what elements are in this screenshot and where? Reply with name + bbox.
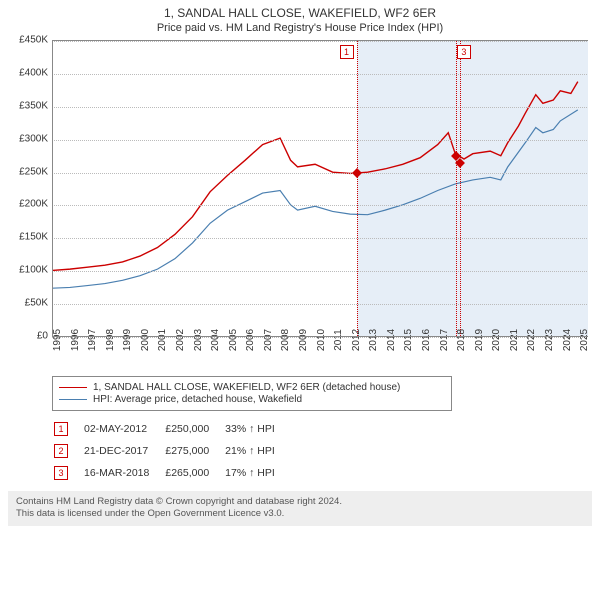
x-tick-label: 1998	[105, 329, 116, 351]
legend-item: HPI: Average price, detached house, Wake…	[59, 394, 445, 405]
y-axis	[52, 40, 53, 336]
x-tick-label: 2024	[562, 329, 573, 351]
sale-delta: 33% ↑ HPI	[225, 419, 289, 439]
y-tick-label: £50K	[8, 298, 48, 309]
sale-date: 21-DEC-2017	[84, 441, 163, 461]
legend-item: 1, SANDAL HALL CLOSE, WAKEFIELD, WF2 6ER…	[59, 382, 445, 393]
table-row: 2 21-DEC-2017£275,00021% ↑ HPI	[54, 441, 289, 461]
sale-line-1	[357, 41, 358, 336]
gridline	[52, 238, 587, 239]
gridline	[52, 74, 587, 75]
x-tick-label: 2022	[526, 329, 537, 351]
gridline	[52, 205, 587, 206]
x-tick-label: 2019	[474, 329, 485, 351]
x-tick-label: 2000	[140, 329, 151, 351]
table-row: 3 16-MAR-2018£265,00017% ↑ HPI	[54, 463, 289, 483]
series-hpi	[52, 110, 577, 288]
legend-label: HPI: Average price, detached house, Wake…	[93, 394, 302, 405]
x-tick-label: 2018	[456, 329, 467, 351]
x-tick-label: 2004	[210, 329, 221, 351]
y-tick-label: £100K	[8, 265, 48, 276]
footer-line2: This data is licensed under the Open Gov…	[16, 508, 584, 520]
x-tick-label: 2009	[298, 329, 309, 351]
sale-date: 02-MAY-2012	[84, 419, 163, 439]
x-tick-label: 2006	[245, 329, 256, 351]
x-tick-label: 2014	[386, 329, 397, 351]
y-tick-label: £200K	[8, 199, 48, 210]
sale-line-2	[456, 41, 457, 336]
x-tick-label: 2021	[509, 329, 520, 351]
x-tick-label: 2023	[544, 329, 555, 351]
y-tick-label: £400K	[8, 67, 48, 78]
flag-box: 1	[54, 422, 68, 436]
chart-container: 1, SANDAL HALL CLOSE, WAKEFIELD, WF2 6ER…	[0, 0, 600, 530]
sale-date: 16-MAR-2018	[84, 463, 163, 483]
sale-price: £275,000	[165, 441, 223, 461]
x-tick-label: 1999	[122, 329, 133, 351]
legend: 1, SANDAL HALL CLOSE, WAKEFIELD, WF2 6ER…	[52, 376, 452, 411]
y-tick-label: £350K	[8, 100, 48, 111]
x-tick-label: 2002	[175, 329, 186, 351]
x-tick-label: 2008	[280, 329, 291, 351]
legend-swatch	[59, 399, 87, 400]
x-tick-label: 2020	[491, 329, 502, 351]
y-tick-label: £300K	[8, 133, 48, 144]
gridline	[52, 107, 587, 108]
x-tick-label: 2013	[368, 329, 379, 351]
flag-box: 3	[54, 466, 68, 480]
x-tick-label: 2001	[157, 329, 168, 351]
y-tick-label: £450K	[8, 35, 48, 46]
sale-delta: 17% ↑ HPI	[225, 463, 289, 483]
footer-line1: Contains HM Land Registry data © Crown c…	[16, 496, 584, 508]
gridline	[52, 304, 587, 305]
legend-swatch	[59, 387, 87, 388]
x-tick-label: 2005	[228, 329, 239, 351]
x-tick-label: 2010	[316, 329, 327, 351]
sale-price: £250,000	[165, 419, 223, 439]
x-tick-label: 2025	[579, 329, 590, 351]
x-tick-label: 2012	[351, 329, 362, 351]
x-tick-label: 2011	[333, 329, 344, 351]
series-price_paid	[52, 82, 577, 271]
x-axis	[52, 336, 588, 337]
x-tick-label: 1995	[52, 329, 63, 351]
sale-flag-3: 3	[457, 45, 471, 59]
x-tick-label: 2015	[403, 329, 414, 351]
gridline	[52, 173, 587, 174]
sales-table: 1 02-MAY-2012£250,00033% ↑ HPI 2 21-DEC-201…	[52, 417, 291, 485]
line-layer	[52, 41, 587, 336]
chart-area: 13 £0£50K£100K£150K£200K£250K£300K£350K£…	[8, 40, 592, 370]
x-tick-label: 2003	[193, 329, 204, 351]
plot-region: 13	[52, 40, 588, 336]
sale-delta: 21% ↑ HPI	[225, 441, 289, 461]
gridline	[52, 271, 587, 272]
x-tick-label: 2007	[263, 329, 274, 351]
sale-price: £265,000	[165, 463, 223, 483]
y-tick-label: £150K	[8, 232, 48, 243]
sale-line-3	[460, 41, 461, 336]
table-row: 1 02-MAY-2012£250,00033% ↑ HPI	[54, 419, 289, 439]
chart-title: 1, SANDAL HALL CLOSE, WAKEFIELD, WF2 6ER	[8, 6, 592, 20]
x-tick-label: 2017	[439, 329, 450, 351]
sale-flag-1: 1	[340, 45, 354, 59]
flag-box: 2	[54, 444, 68, 458]
x-tick-label: 1997	[87, 329, 98, 351]
footer: Contains HM Land Registry data © Crown c…	[8, 491, 592, 526]
x-tick-label: 1996	[70, 329, 81, 351]
gridline	[52, 140, 587, 141]
y-tick-label: £250K	[8, 166, 48, 177]
x-tick-label: 2016	[421, 329, 432, 351]
chart-subtitle: Price paid vs. HM Land Registry's House …	[8, 22, 592, 34]
gridline	[52, 41, 587, 42]
y-tick-label: £0	[8, 331, 48, 342]
legend-label: 1, SANDAL HALL CLOSE, WAKEFIELD, WF2 6ER…	[93, 382, 400, 393]
